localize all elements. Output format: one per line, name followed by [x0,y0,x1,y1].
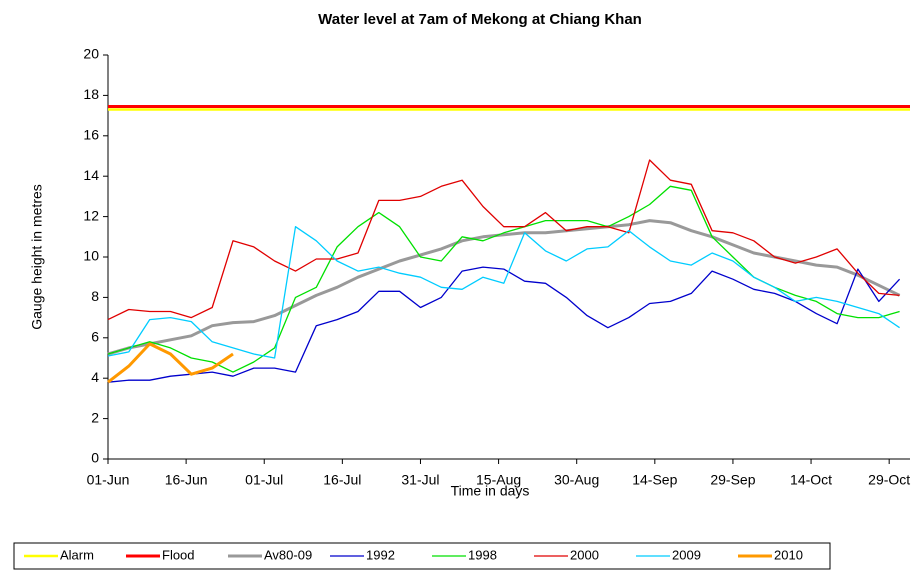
x-axis-label: Time in days [451,483,530,499]
x-tick-label: 16-Jun [165,472,208,488]
x-tick-label: 01-Jun [87,472,130,488]
x-tick-label: 16-Jul [323,472,361,488]
x-tick-label: 30-Aug [554,472,599,488]
series-line [107,342,234,384]
y-tick-label: 14 [83,167,99,183]
x-tick-label: 31-Jul [401,472,439,488]
x-tick-label: 14-Sep [632,472,677,488]
y-tick-label: 16 [83,127,99,143]
y-tick-label: 20 [83,46,99,62]
legend-label: Av80-09 [264,547,312,562]
y-axis-label: Gauge height in metres [29,184,45,330]
y-tick-label: 6 [91,329,99,345]
series-line [107,159,900,321]
legend-label: 2009 [672,547,701,562]
y-tick-label: 12 [83,207,99,223]
series-line [107,185,900,373]
series-line [107,219,901,356]
x-tick-label: 29-Sep [710,472,755,488]
legend-label: 2010 [774,547,803,562]
series-line [107,266,901,383]
y-tick-label: 0 [91,450,99,466]
legend-label: Alarm [60,547,94,562]
legend-label: 1992 [366,547,395,562]
legend-label: 2000 [570,547,599,562]
chart-title: Water level at 7am of Mekong at Chiang K… [318,11,642,28]
x-tick-label: 15-Aug [476,472,521,488]
y-tick-label: 18 [83,86,99,102]
x-tick-label: 01-Jul [245,472,283,488]
series-line [107,226,900,359]
y-tick-label: 8 [91,288,99,304]
x-tick-label: 14-Oct [790,472,832,488]
legend-label: Flood [162,547,195,562]
y-tick-label: 4 [91,369,99,385]
x-tick-label: 29-Oct [868,472,910,488]
y-tick-label: 10 [83,248,99,264]
y-tick-label: 2 [91,409,99,425]
legend-label: 1998 [468,547,497,562]
